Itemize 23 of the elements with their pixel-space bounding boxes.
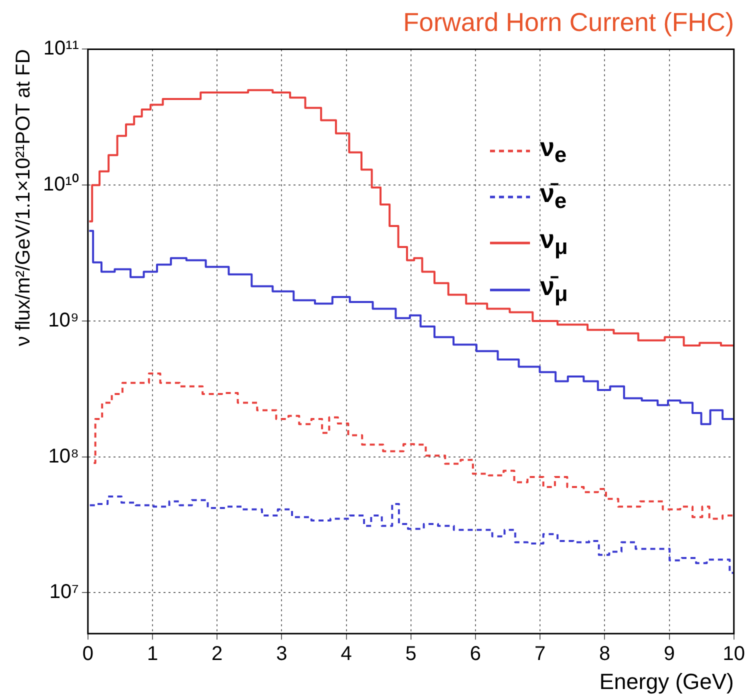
x-tick-label: 4	[340, 643, 352, 666]
y-tick-label: 10¹¹	[43, 38, 80, 60]
legend-label: ν̄$_{e}$	[540, 177, 567, 216]
chart-title: Forward Horn Current (FHC)	[403, 6, 734, 37]
x-tick-label: 2	[212, 643, 223, 666]
y-tick-label: 10¹⁰	[43, 172, 79, 196]
y-axis-title: ν flux/m²/GeV/1.1×10²¹POT at FD	[12, 49, 35, 346]
legend-label: ν̄$_{μ}$	[540, 270, 568, 308]
x-tick-label: 8	[599, 643, 610, 666]
x-tick-label: 1	[146, 643, 158, 666]
legend-label: ν$_{e}$	[540, 131, 567, 170]
x-tick-label: 6	[470, 643, 482, 666]
x-tick-label: 7	[534, 643, 546, 666]
x-tick-label: 10	[722, 643, 745, 666]
x-tick-label: 0	[82, 643, 94, 666]
y-tick-label: 10⁹	[48, 309, 79, 332]
x-axis-title: Energy (GeV)	[599, 668, 734, 694]
x-tick-label: 5	[405, 643, 416, 666]
x-tick-label: 9	[664, 643, 675, 666]
y-tick-label: 10⁸	[48, 445, 79, 468]
legend-label: ν$_{μ}$	[540, 223, 568, 262]
x-tick-label: 3	[276, 643, 288, 666]
y-tick-label: 10⁷	[49, 581, 79, 604]
